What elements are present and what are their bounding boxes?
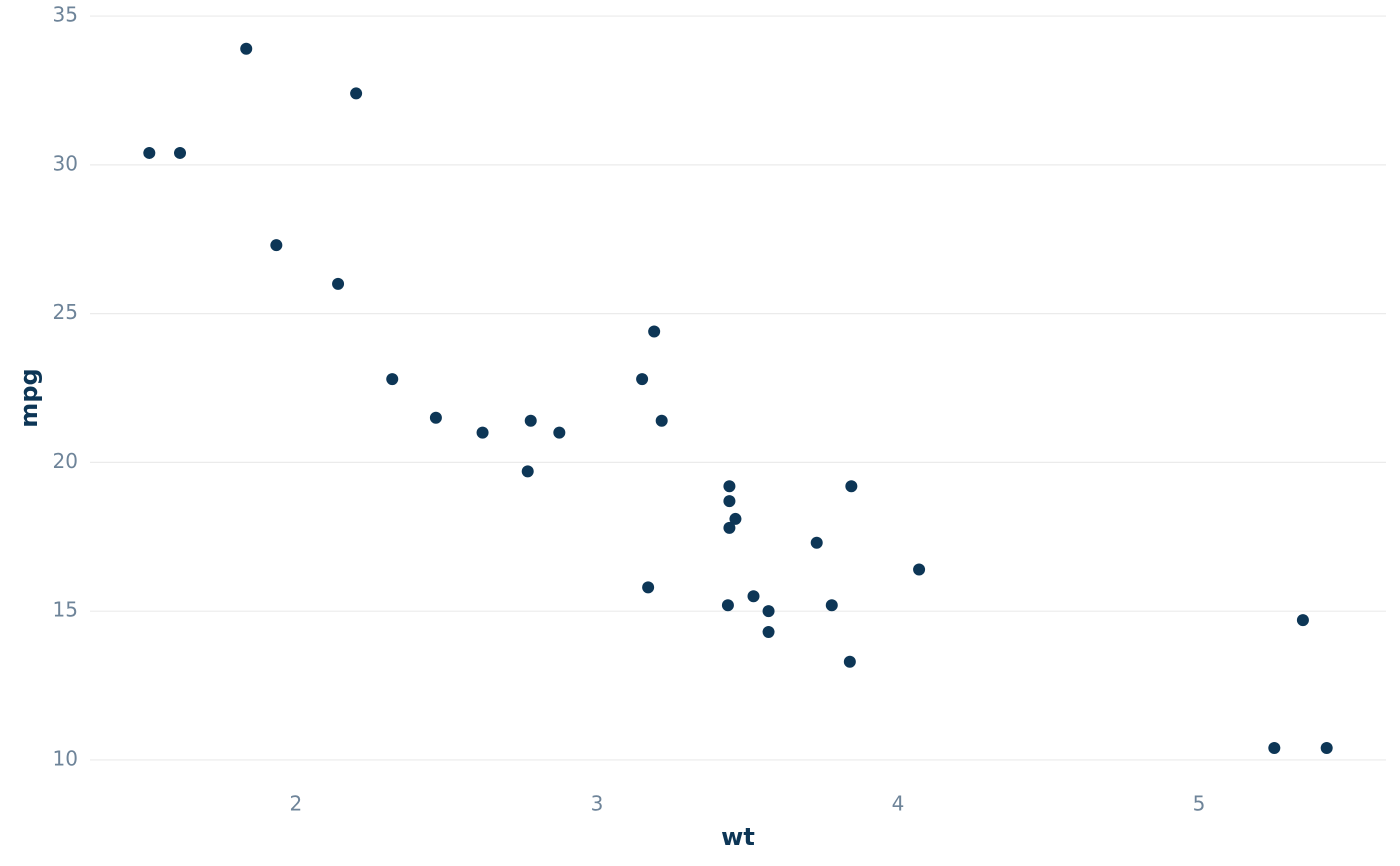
point (721, 599, 734, 612)
point (723, 480, 736, 493)
point (729, 512, 742, 525)
y-tick-label: 30 (53, 151, 78, 175)
point (521, 465, 534, 478)
point (350, 87, 363, 100)
y-tick-label: 10 (53, 746, 78, 770)
x-tick-label: 5 (1193, 792, 1206, 816)
point (240, 42, 253, 55)
point (476, 426, 489, 439)
y-axis-title: mpg (15, 368, 43, 427)
point (723, 521, 736, 534)
point (762, 605, 775, 618)
point (386, 373, 399, 386)
point (553, 426, 566, 439)
y-tick-label: 20 (53, 449, 78, 473)
point (810, 536, 823, 549)
point (825, 599, 838, 612)
point (1320, 742, 1333, 755)
point (843, 655, 856, 668)
y-tick-label: 15 (53, 598, 78, 622)
point (332, 277, 345, 290)
x-tick-label: 2 (290, 792, 303, 816)
point (655, 414, 668, 427)
y-tick-label: 35 (53, 3, 78, 27)
point (636, 373, 649, 386)
point (747, 590, 760, 603)
point (429, 411, 442, 424)
point (642, 581, 655, 594)
point (723, 495, 736, 508)
point (174, 146, 187, 159)
point (524, 414, 537, 427)
point (143, 146, 156, 159)
y-tick-label: 25 (53, 300, 78, 324)
x-tick-label: 4 (892, 792, 905, 816)
point (913, 563, 926, 576)
point (1296, 614, 1309, 627)
point (1268, 742, 1281, 755)
x-axis-title: wt (721, 823, 755, 851)
point (270, 239, 283, 252)
x-tick-label: 3 (591, 792, 604, 816)
point (648, 325, 661, 338)
point (845, 480, 858, 493)
point (762, 626, 775, 638)
